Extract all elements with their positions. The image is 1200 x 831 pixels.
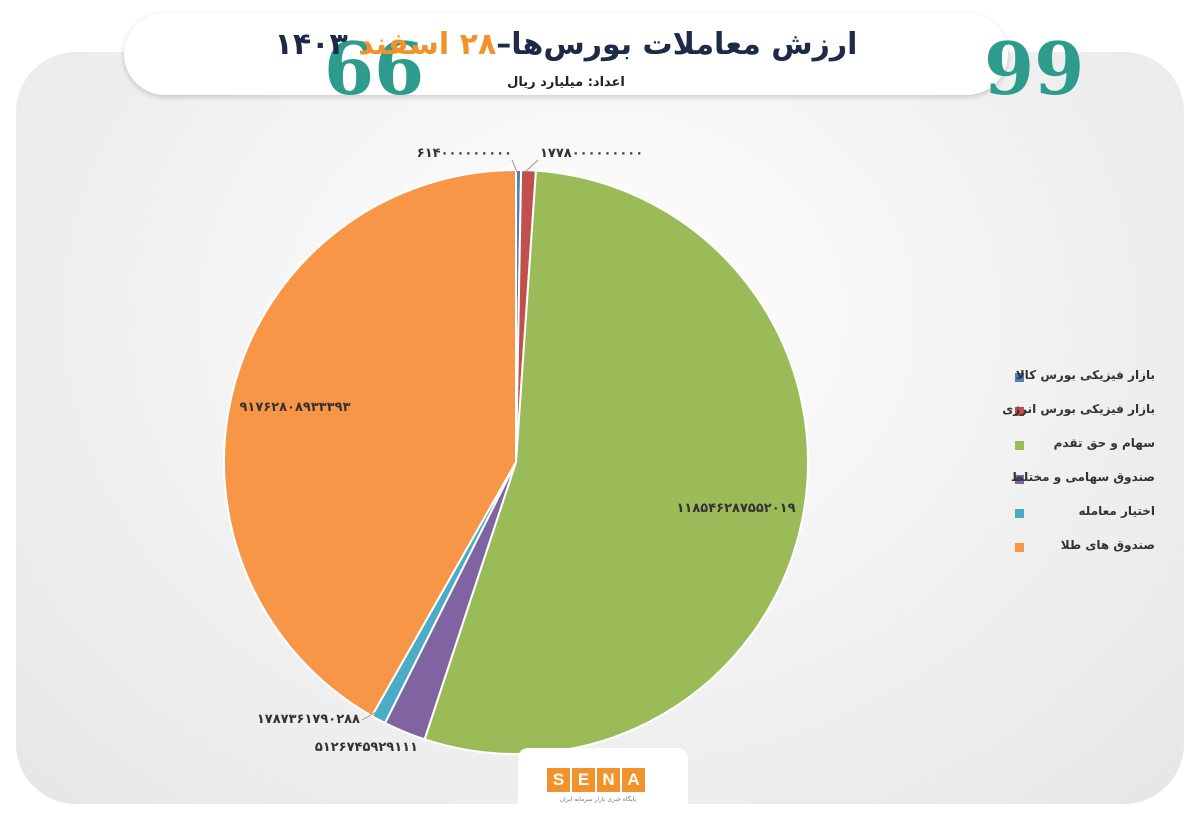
chart-title: ارزش معاملات بورس‌ها–۲۸ اسفند ۱۴۰۳	[124, 27, 1008, 62]
label-leader-line	[361, 711, 377, 721]
logo-letter: A	[622, 768, 645, 792]
title-prefix: ارزش معاملات بورس‌ها–	[496, 27, 858, 62]
legend-label: اختیار معامله	[1078, 504, 1155, 518]
logo-letter: N	[597, 768, 620, 792]
legend-item: صندوق سهامی و مختلط	[1011, 470, 1185, 504]
logo-caption: پایگاه خبری بازار سرمایه ایران	[559, 796, 637, 803]
title-banner: 99 66 ارزش معاملات بورس‌ها–۲۸ اسفند ۱۴۰۳…	[124, 13, 1084, 105]
legend-label: صندوق سهامی و مختلط	[1010, 470, 1155, 484]
legend-swatch	[1015, 441, 1024, 450]
pie-slice	[223, 168, 517, 718]
legend-label: بازار فیزیکی بورس انرژی	[1002, 402, 1155, 416]
data-label: ۵۱۲۶۷۴۵۹۲۹۱۱۱	[315, 740, 418, 755]
legend-swatch	[1015, 509, 1024, 518]
chart-subtitle: اعداد: میلیارد ریال	[507, 75, 625, 90]
data-label: ۶۱۴۰۰۰۰۰۰۰۰۰	[417, 146, 512, 161]
legend-label: سهام و حق تقدم	[1053, 436, 1155, 450]
logo-letter: S	[547, 768, 570, 792]
title-date: ۲۸ اسفند	[358, 27, 497, 62]
data-label: ۱۷۸۷۳۶۱۷۹۰۲۸۸	[257, 712, 360, 727]
legend-item: صندوق های طلا	[1015, 538, 1185, 572]
chart-legend: بازار فیزیکی بورس کالا بازار فیزیکی بورس …	[1002, 368, 1185, 572]
legend-item: بازار فیزیکی بورس کالا	[1015, 368, 1185, 402]
legend-swatch	[1015, 543, 1024, 552]
legend-label: صندوق های طلا	[1060, 538, 1155, 552]
data-label: ۱۷۷۸۰۰۰۰۰۰۰۰۰	[540, 146, 643, 161]
label-leader-line	[511, 159, 518, 173]
quote-open-icon: 99	[984, 26, 1085, 111]
legend-swatch	[1015, 475, 1024, 484]
legend-item: بازار فیزیکی بورس انرژی	[1002, 402, 1185, 436]
label-leader-line	[524, 159, 539, 173]
legend-label: بازار فیزیکی بورس کالا	[1015, 368, 1155, 382]
data-label: ۱۱۸۵۴۶۲۸۷۵۵۲۰۱۹	[676, 501, 795, 516]
legend-item: اختیار معامله	[1015, 504, 1185, 538]
legend-item: سهام و حق تقدم	[1015, 436, 1185, 470]
logo-letter: E	[572, 768, 595, 792]
legend-swatch	[1015, 407, 1024, 416]
data-label: ۹۱۷۶۲۸۰۸۹۳۳۳۹۳	[239, 400, 350, 415]
legend-swatch	[1015, 373, 1024, 382]
quote-close-icon: 66	[324, 26, 425, 111]
title-year: ۱۴۰۳	[274, 27, 348, 62]
